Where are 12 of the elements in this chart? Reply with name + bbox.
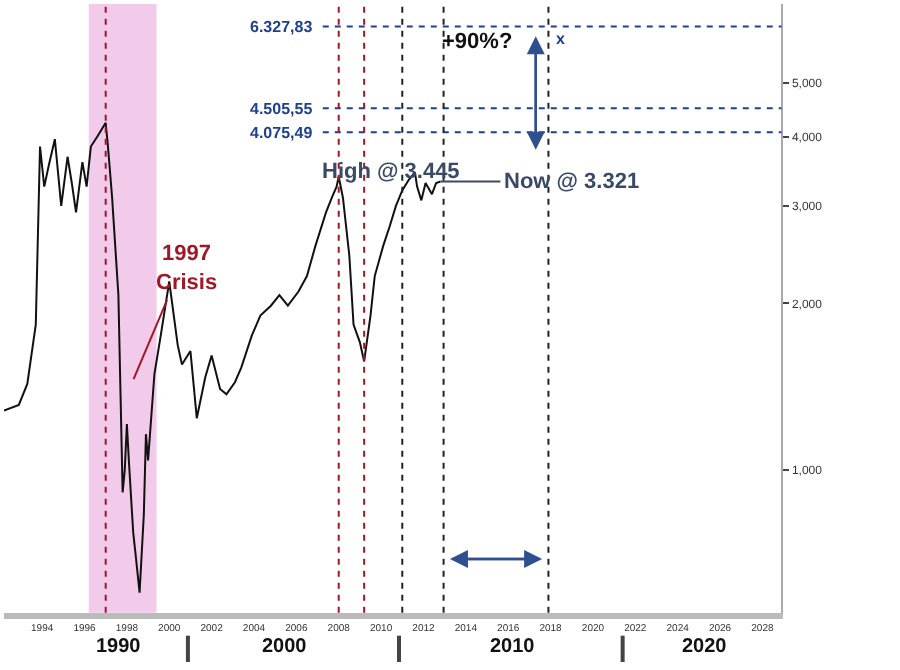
text: 2020 [682, 636, 728, 658]
text: 2000 [262, 636, 308, 658]
ref-line-label: 4.505,55 [250, 100, 314, 118]
text: 2010 [490, 636, 536, 658]
annotation: High @ 3.445 [322, 160, 460, 184]
annotation: 1997 Crisis [156, 242, 218, 295]
ref-line-label: 4.075,49 [250, 124, 314, 142]
annotation: Now @ 3.321 [504, 170, 640, 194]
annotation: +90%? [442, 30, 513, 54]
annotation: x [556, 30, 566, 48]
text: 1990 [96, 636, 142, 658]
ref-line-label: 6.327,83 [250, 18, 314, 36]
